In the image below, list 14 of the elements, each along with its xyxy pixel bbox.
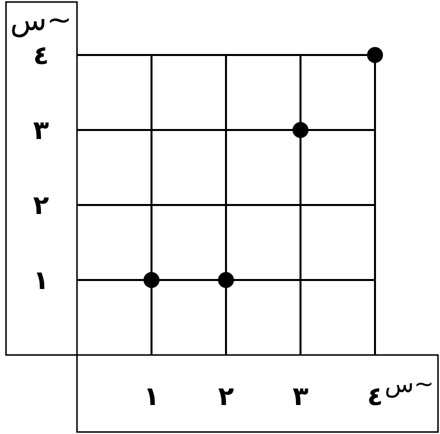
y-axis-title: س~ [10, 3, 72, 38]
y-tick-label: ٣ [33, 116, 50, 146]
y-tick-label: ٤ [33, 41, 49, 72]
x-tick-label: ٣ [292, 382, 309, 412]
point [144, 272, 160, 288]
point [292, 122, 308, 138]
x-tick-label: ٤ [367, 382, 383, 412]
x-axis-title: س~ [384, 370, 434, 398]
x-tick-label: ١ [144, 382, 160, 412]
point [367, 47, 383, 63]
y-tick-label: ١ [33, 266, 49, 296]
y-tick-label: ٢ [33, 191, 50, 222]
x-tick-label: ٢ [218, 382, 234, 412]
point [218, 272, 234, 288]
